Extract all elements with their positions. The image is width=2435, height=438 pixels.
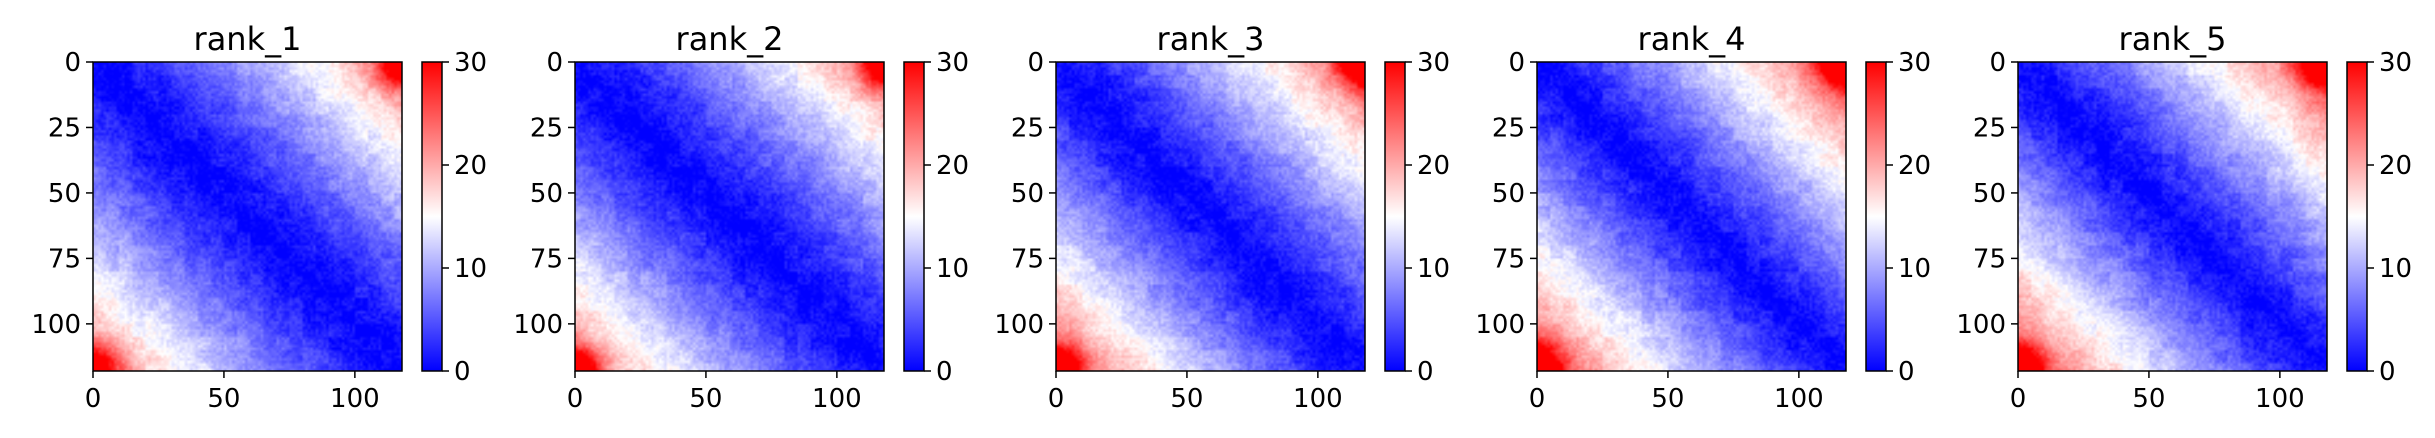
x-tick-label: 0 <box>567 384 584 414</box>
heatmap-frame <box>1536 61 1847 372</box>
heatmap-frame <box>574 61 885 372</box>
colorbar-tick-label: 0 <box>936 357 953 387</box>
y-tick-label: 75 <box>1973 244 2006 274</box>
x-tick-label: 50 <box>1170 384 1203 414</box>
y-tick-label: 100 <box>1475 310 1525 340</box>
y-tick-label: 0 <box>1989 48 2006 78</box>
y-tick-label: 25 <box>530 113 563 143</box>
chart-title: rank_3 <box>1157 20 1265 58</box>
heatmap-panel-1: rank_1 0 50 100 0 25 50 75 100 0 10 20 30 <box>31 20 487 414</box>
y-tick-label: 0 <box>1027 48 1044 78</box>
y-tick-label: 0 <box>546 48 563 78</box>
colorbar-tick-label: 30 <box>454 48 487 78</box>
heatmap-panel-2: rank_2 0 50 100 0 25 50 75 100 0 10 20 30 <box>513 20 969 414</box>
colorbar <box>1384 61 1406 372</box>
chart-title: rank_4 <box>1638 20 1746 58</box>
colorbar-tick-label: 30 <box>1417 48 1450 78</box>
colorbar-tick-label: 10 <box>1417 254 1450 284</box>
heatmap-frame <box>1055 61 1366 372</box>
x-tick-label: 100 <box>2255 384 2305 414</box>
colorbar <box>2346 61 2368 372</box>
heatmap-panel-4: rank_4 0 50 100 0 25 50 75 100 0 10 20 30 <box>1475 20 1931 414</box>
x-tick-label: 100 <box>812 384 862 414</box>
x-tick-label: 50 <box>689 384 722 414</box>
y-tick-label: 25 <box>48 113 81 143</box>
colorbar-tick-label: 20 <box>1417 151 1450 181</box>
y-tick-label: 50 <box>1011 179 1044 209</box>
y-tick-label: 50 <box>1973 179 2006 209</box>
x-tick-label: 100 <box>1774 384 1824 414</box>
y-tick-label: 25 <box>1011 113 1044 143</box>
x-tick-label: 100 <box>1293 384 1343 414</box>
heatmap-frame <box>2017 61 2328 372</box>
y-tick-label: 25 <box>1492 113 1525 143</box>
colorbar-tick-label: 0 <box>1898 357 1915 387</box>
y-tick-label: 100 <box>513 310 563 340</box>
colorbar <box>903 61 925 372</box>
colorbar-tick-label: 20 <box>2379 151 2412 181</box>
y-tick-label: 100 <box>1956 310 2006 340</box>
x-tick-label: 0 <box>1529 384 1546 414</box>
colorbar-tick-label: 30 <box>1898 48 1931 78</box>
heatmap-panel-3: rank_3 0 50 100 0 25 50 75 100 0 10 20 30 <box>994 20 1450 414</box>
y-tick-label: 75 <box>1492 244 1525 274</box>
x-tick-label: 100 <box>330 384 380 414</box>
x-tick-label: 0 <box>1048 384 1065 414</box>
x-tick-label: 50 <box>2132 384 2165 414</box>
colorbar-tick-label: 20 <box>1898 151 1931 181</box>
colorbar-tick-label: 30 <box>2379 48 2412 78</box>
colorbar-tick-label: 10 <box>2379 254 2412 284</box>
colorbar-tick-label: 30 <box>936 48 969 78</box>
heatmap-image <box>1056 62 1365 371</box>
colorbar-tick-label: 0 <box>2379 357 2396 387</box>
y-tick-label: 0 <box>64 48 81 78</box>
colorbar <box>421 61 443 372</box>
colorbar-tick-label: 20 <box>454 151 487 181</box>
heatmap-image <box>1537 62 1846 371</box>
colorbar-tick-label: 10 <box>454 254 487 284</box>
y-tick-label: 75 <box>1011 244 1044 274</box>
y-tick-label: 75 <box>530 244 563 274</box>
x-tick-label: 50 <box>1651 384 1684 414</box>
y-tick-label: 75 <box>48 244 81 274</box>
colorbar-tick-label: 20 <box>936 151 969 181</box>
y-tick-label: 25 <box>1973 113 2006 143</box>
y-tick-label: 50 <box>1492 179 1525 209</box>
heatmap-image <box>93 62 402 371</box>
y-tick-label: 50 <box>48 179 81 209</box>
heatmap-frame <box>92 61 403 372</box>
colorbar-tick-label: 10 <box>936 254 969 284</box>
heatmap-image <box>575 62 884 371</box>
y-tick-label: 50 <box>530 179 563 209</box>
chart-title: rank_2 <box>676 20 784 58</box>
colorbar-tick-label: 10 <box>1898 254 1931 284</box>
heatmap-image <box>2018 62 2327 371</box>
y-tick-label: 100 <box>994 310 1044 340</box>
heatmap-panel-5: rank_5 0 50 100 0 25 50 75 100 0 10 20 30 <box>1956 20 2412 414</box>
colorbar <box>1865 61 1887 372</box>
x-tick-label: 50 <box>207 384 240 414</box>
x-tick-label: 0 <box>2010 384 2027 414</box>
chart-title: rank_5 <box>2119 20 2227 58</box>
colorbar-tick-label: 0 <box>454 357 471 387</box>
x-tick-label: 0 <box>85 384 102 414</box>
y-tick-label: 0 <box>1508 48 1525 78</box>
y-tick-label: 100 <box>31 310 81 340</box>
chart-title: rank_1 <box>194 20 302 58</box>
colorbar-tick-label: 0 <box>1417 357 1434 387</box>
